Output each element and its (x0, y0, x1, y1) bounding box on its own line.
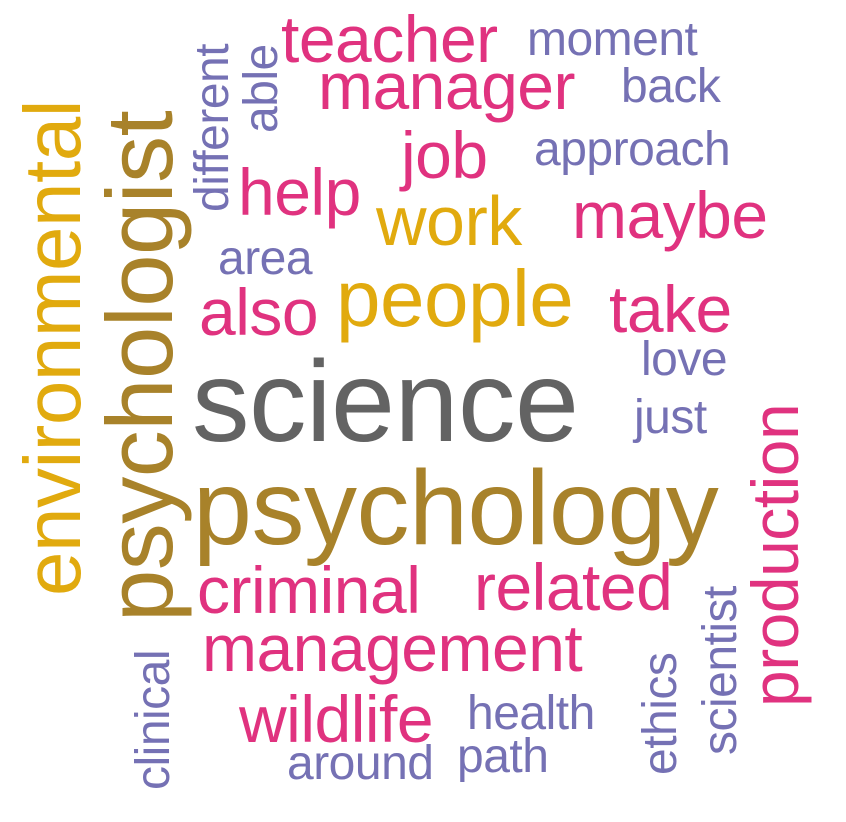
word-environmental: environmental (8, 100, 97, 596)
word-around: around (287, 737, 434, 790)
word-wildlife: wildlife (239, 682, 434, 756)
word-related: related (474, 550, 673, 624)
word-job: job (401, 118, 488, 192)
word-moment: moment (527, 13, 698, 66)
word-help: help (238, 155, 361, 229)
word-psychologist: psychologist (87, 110, 192, 622)
word-work: work (376, 182, 522, 260)
word-manager: manager (318, 49, 576, 123)
word-maybe: maybe (572, 178, 768, 252)
word-teacher: teacher (281, 2, 498, 76)
word-take: take (609, 272, 732, 346)
word-able: able (235, 44, 288, 133)
word-different: different (186, 43, 239, 212)
word-psychology: psychology (193, 449, 719, 567)
word-production: production (738, 403, 812, 707)
word-ethics: ethics (634, 652, 687, 775)
word-back: back (621, 60, 721, 113)
word-clinical: clinical (127, 649, 180, 790)
word-science: science (192, 338, 579, 466)
word-approach: approach (534, 123, 731, 176)
word-path: path (457, 730, 549, 783)
word-management: management (202, 611, 583, 685)
word-health: health (467, 687, 595, 740)
word-area: area (218, 232, 313, 285)
word-also: also (199, 275, 319, 349)
word-just: just (634, 391, 707, 444)
word-criminal: criminal (197, 553, 421, 627)
word-love: love (641, 333, 728, 386)
word-scientist: scientist (694, 586, 747, 755)
word-people: people (336, 254, 574, 343)
